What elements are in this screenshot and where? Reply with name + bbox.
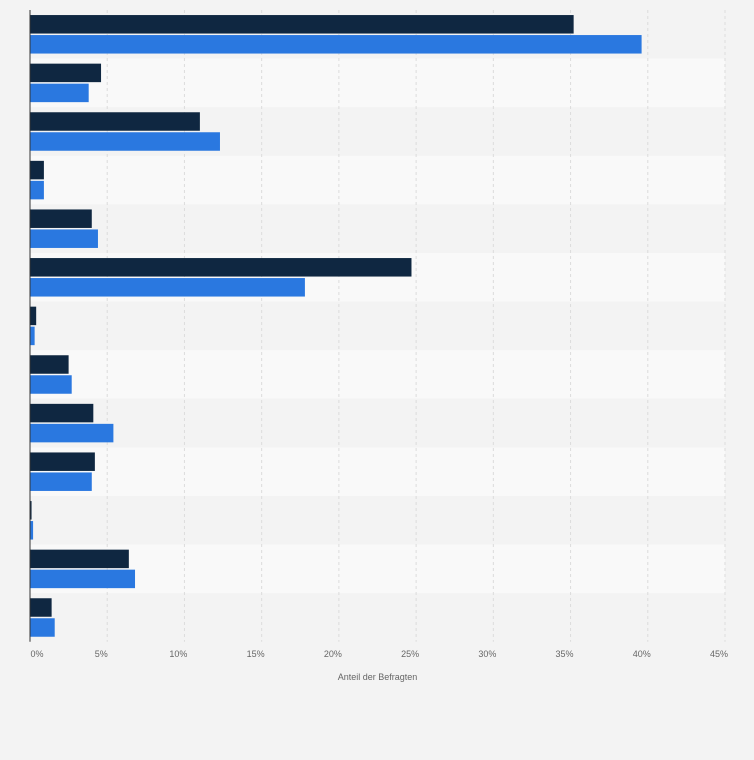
x-tick-label: 10% bbox=[169, 649, 187, 659]
bar-series-1 bbox=[30, 403, 94, 423]
bar-series-2 bbox=[30, 472, 92, 491]
x-tick-label: 0% bbox=[30, 649, 43, 659]
bar-series-2 bbox=[30, 423, 114, 443]
bar-series-2 bbox=[30, 180, 44, 200]
bar-series-2 bbox=[30, 618, 55, 637]
row-band bbox=[30, 544, 725, 594]
row-band bbox=[30, 301, 725, 351]
x-axis-ticks: 0% 5% 10% 15% 20% 25% 30% 35% 40% 45% bbox=[30, 649, 728, 659]
bar-series-2 bbox=[30, 229, 98, 248]
bar-series-1 bbox=[30, 112, 200, 131]
row-band bbox=[30, 58, 725, 108]
bar-series-1 bbox=[30, 258, 412, 277]
x-axis-title: Anteil der Befragten bbox=[338, 672, 418, 682]
bar-series-2 bbox=[30, 35, 642, 54]
x-tick-label: 30% bbox=[478, 649, 496, 659]
x-tick-label: 15% bbox=[247, 649, 265, 659]
bar-series-2 bbox=[30, 278, 305, 297]
x-tick-label: 20% bbox=[324, 649, 342, 659]
bar-series-1 bbox=[30, 452, 95, 471]
bar-series-1 bbox=[30, 598, 52, 617]
row-band bbox=[30, 350, 725, 399]
bar-series-2 bbox=[30, 132, 220, 151]
bar-series-1 bbox=[30, 306, 37, 326]
row-band bbox=[30, 155, 725, 205]
bar-series-2 bbox=[30, 375, 72, 394]
bar-series-1 bbox=[30, 209, 92, 228]
row-band bbox=[30, 593, 725, 642]
row-band bbox=[30, 447, 725, 496]
bar-series-2 bbox=[30, 521, 34, 540]
x-tick-label: 45% bbox=[710, 649, 728, 659]
row-bands bbox=[30, 10, 725, 642]
bar-series-1 bbox=[30, 549, 129, 569]
bar-series-1 bbox=[30, 15, 574, 34]
row-band bbox=[30, 496, 725, 545]
x-tick-label: 40% bbox=[633, 649, 651, 659]
x-tick-label: 5% bbox=[95, 649, 108, 659]
x-tick-label: 25% bbox=[401, 649, 419, 659]
x-tick-label: 35% bbox=[556, 649, 574, 659]
bars bbox=[30, 15, 642, 637]
bar-series-1 bbox=[30, 63, 102, 83]
row-band bbox=[30, 398, 725, 448]
bar-series-2 bbox=[30, 83, 89, 103]
bar-series-2 bbox=[30, 326, 35, 346]
bar-series-1 bbox=[30, 355, 69, 374]
bar-series-1 bbox=[30, 501, 32, 520]
bar-series-1 bbox=[30, 160, 44, 180]
bar-series-2 bbox=[30, 569, 136, 589]
row-band bbox=[30, 204, 725, 253]
